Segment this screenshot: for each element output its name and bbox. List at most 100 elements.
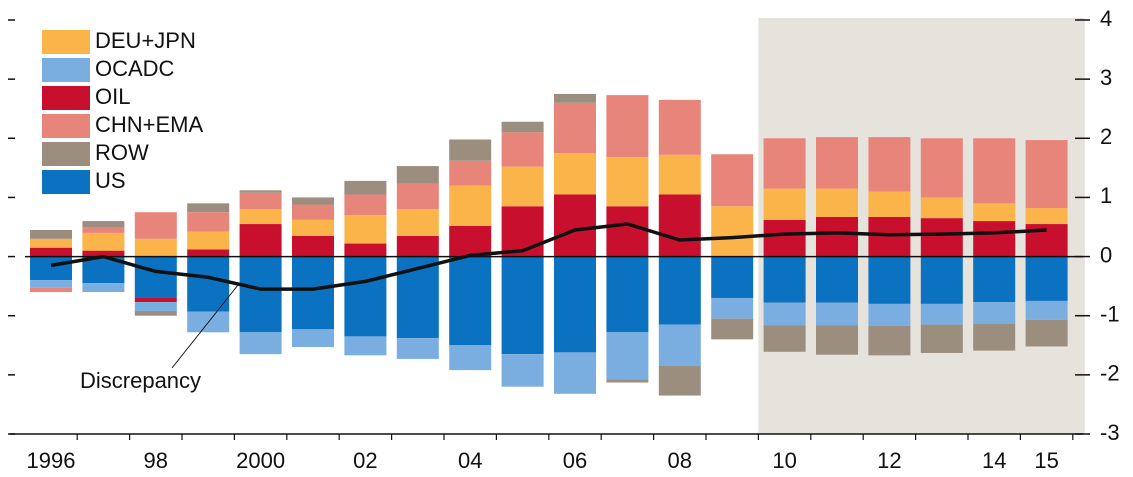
bar <box>134 302 177 311</box>
bar <box>868 303 911 326</box>
bar <box>449 160 492 186</box>
bar <box>763 256 806 303</box>
bar <box>82 227 125 233</box>
bar <box>763 188 806 220</box>
bar <box>82 283 125 293</box>
x-tick-label: 2000 <box>236 448 285 473</box>
legend-label: CHN+EMA <box>95 112 204 137</box>
bar <box>187 256 230 312</box>
bar <box>554 194 596 257</box>
bar <box>658 154 701 195</box>
bar <box>239 209 282 225</box>
bar <box>30 238 72 248</box>
bar <box>554 153 596 195</box>
bar <box>501 166 544 207</box>
bar <box>920 256 963 304</box>
bar <box>1025 319 1068 347</box>
bar <box>134 297 177 303</box>
bar <box>658 99 701 155</box>
bar <box>1025 208 1068 225</box>
bar <box>816 256 858 303</box>
x-tick-label: 98 <box>144 448 168 473</box>
bar <box>711 154 754 207</box>
bar <box>606 157 649 207</box>
bar <box>292 329 334 348</box>
bar <box>554 102 596 154</box>
bar <box>711 318 754 340</box>
bar <box>973 302 1016 324</box>
bar <box>396 209 439 236</box>
bar <box>292 235 334 257</box>
bar <box>344 194 387 216</box>
bar <box>606 206 649 257</box>
bar <box>816 188 858 217</box>
bar <box>449 139 492 161</box>
bar <box>187 249 230 257</box>
bar <box>501 206 544 257</box>
bar <box>501 354 544 387</box>
bar <box>501 256 544 355</box>
bar <box>344 256 387 337</box>
bar <box>554 256 596 353</box>
bar <box>920 197 963 219</box>
x-tick-label: 10 <box>772 448 796 473</box>
bar <box>134 212 177 239</box>
x-tick-label: 08 <box>668 448 692 473</box>
bar <box>1025 224 1068 257</box>
bar <box>711 256 754 298</box>
x-tick-label: 12 <box>877 448 901 473</box>
bar <box>973 203 1016 222</box>
bar <box>606 332 649 380</box>
bar <box>658 194 701 257</box>
legend-swatch <box>42 30 90 54</box>
bar <box>396 235 439 257</box>
legend-label: DEU+JPN <box>95 28 196 53</box>
annotation-leader <box>171 284 239 369</box>
bar <box>30 247 72 257</box>
bar <box>816 325 858 355</box>
bar <box>292 197 334 205</box>
bar <box>973 221 1016 257</box>
bar <box>134 256 177 298</box>
legend-swatch <box>42 86 90 110</box>
bar <box>920 218 963 257</box>
legend-label: OCADC <box>95 56 175 81</box>
bar <box>606 95 649 158</box>
x-tick-label: 1996 <box>27 448 76 473</box>
bar <box>344 180 387 195</box>
bar <box>658 324 701 366</box>
bar <box>239 190 282 193</box>
bar <box>711 297 754 319</box>
bar <box>30 280 72 288</box>
bar <box>292 204 334 220</box>
bar <box>554 352 596 394</box>
bar <box>449 225 492 257</box>
bar <box>30 256 72 281</box>
bar <box>606 379 649 383</box>
y-tick-label: 1 <box>1100 183 1112 208</box>
bar <box>449 345 492 371</box>
bar <box>1025 256 1068 301</box>
annotation: Discrepancy <box>80 368 201 393</box>
bar <box>239 332 282 355</box>
bar <box>187 203 230 213</box>
bar <box>82 221 125 227</box>
bar <box>292 219 334 236</box>
bar <box>239 224 282 257</box>
bar <box>868 325 911 356</box>
bar <box>606 256 649 333</box>
legend-swatch <box>42 142 90 166</box>
legend-label: US <box>95 168 126 193</box>
x-tick-label: 14 <box>982 448 1006 473</box>
bar <box>816 216 858 257</box>
bar <box>763 302 806 326</box>
bar <box>344 215 387 244</box>
bar <box>501 132 544 167</box>
bar <box>501 121 544 133</box>
bar <box>396 166 439 184</box>
bar <box>973 138 1016 204</box>
bar <box>239 192 282 210</box>
x-tick-label: 04 <box>458 448 482 473</box>
bar <box>449 256 492 346</box>
